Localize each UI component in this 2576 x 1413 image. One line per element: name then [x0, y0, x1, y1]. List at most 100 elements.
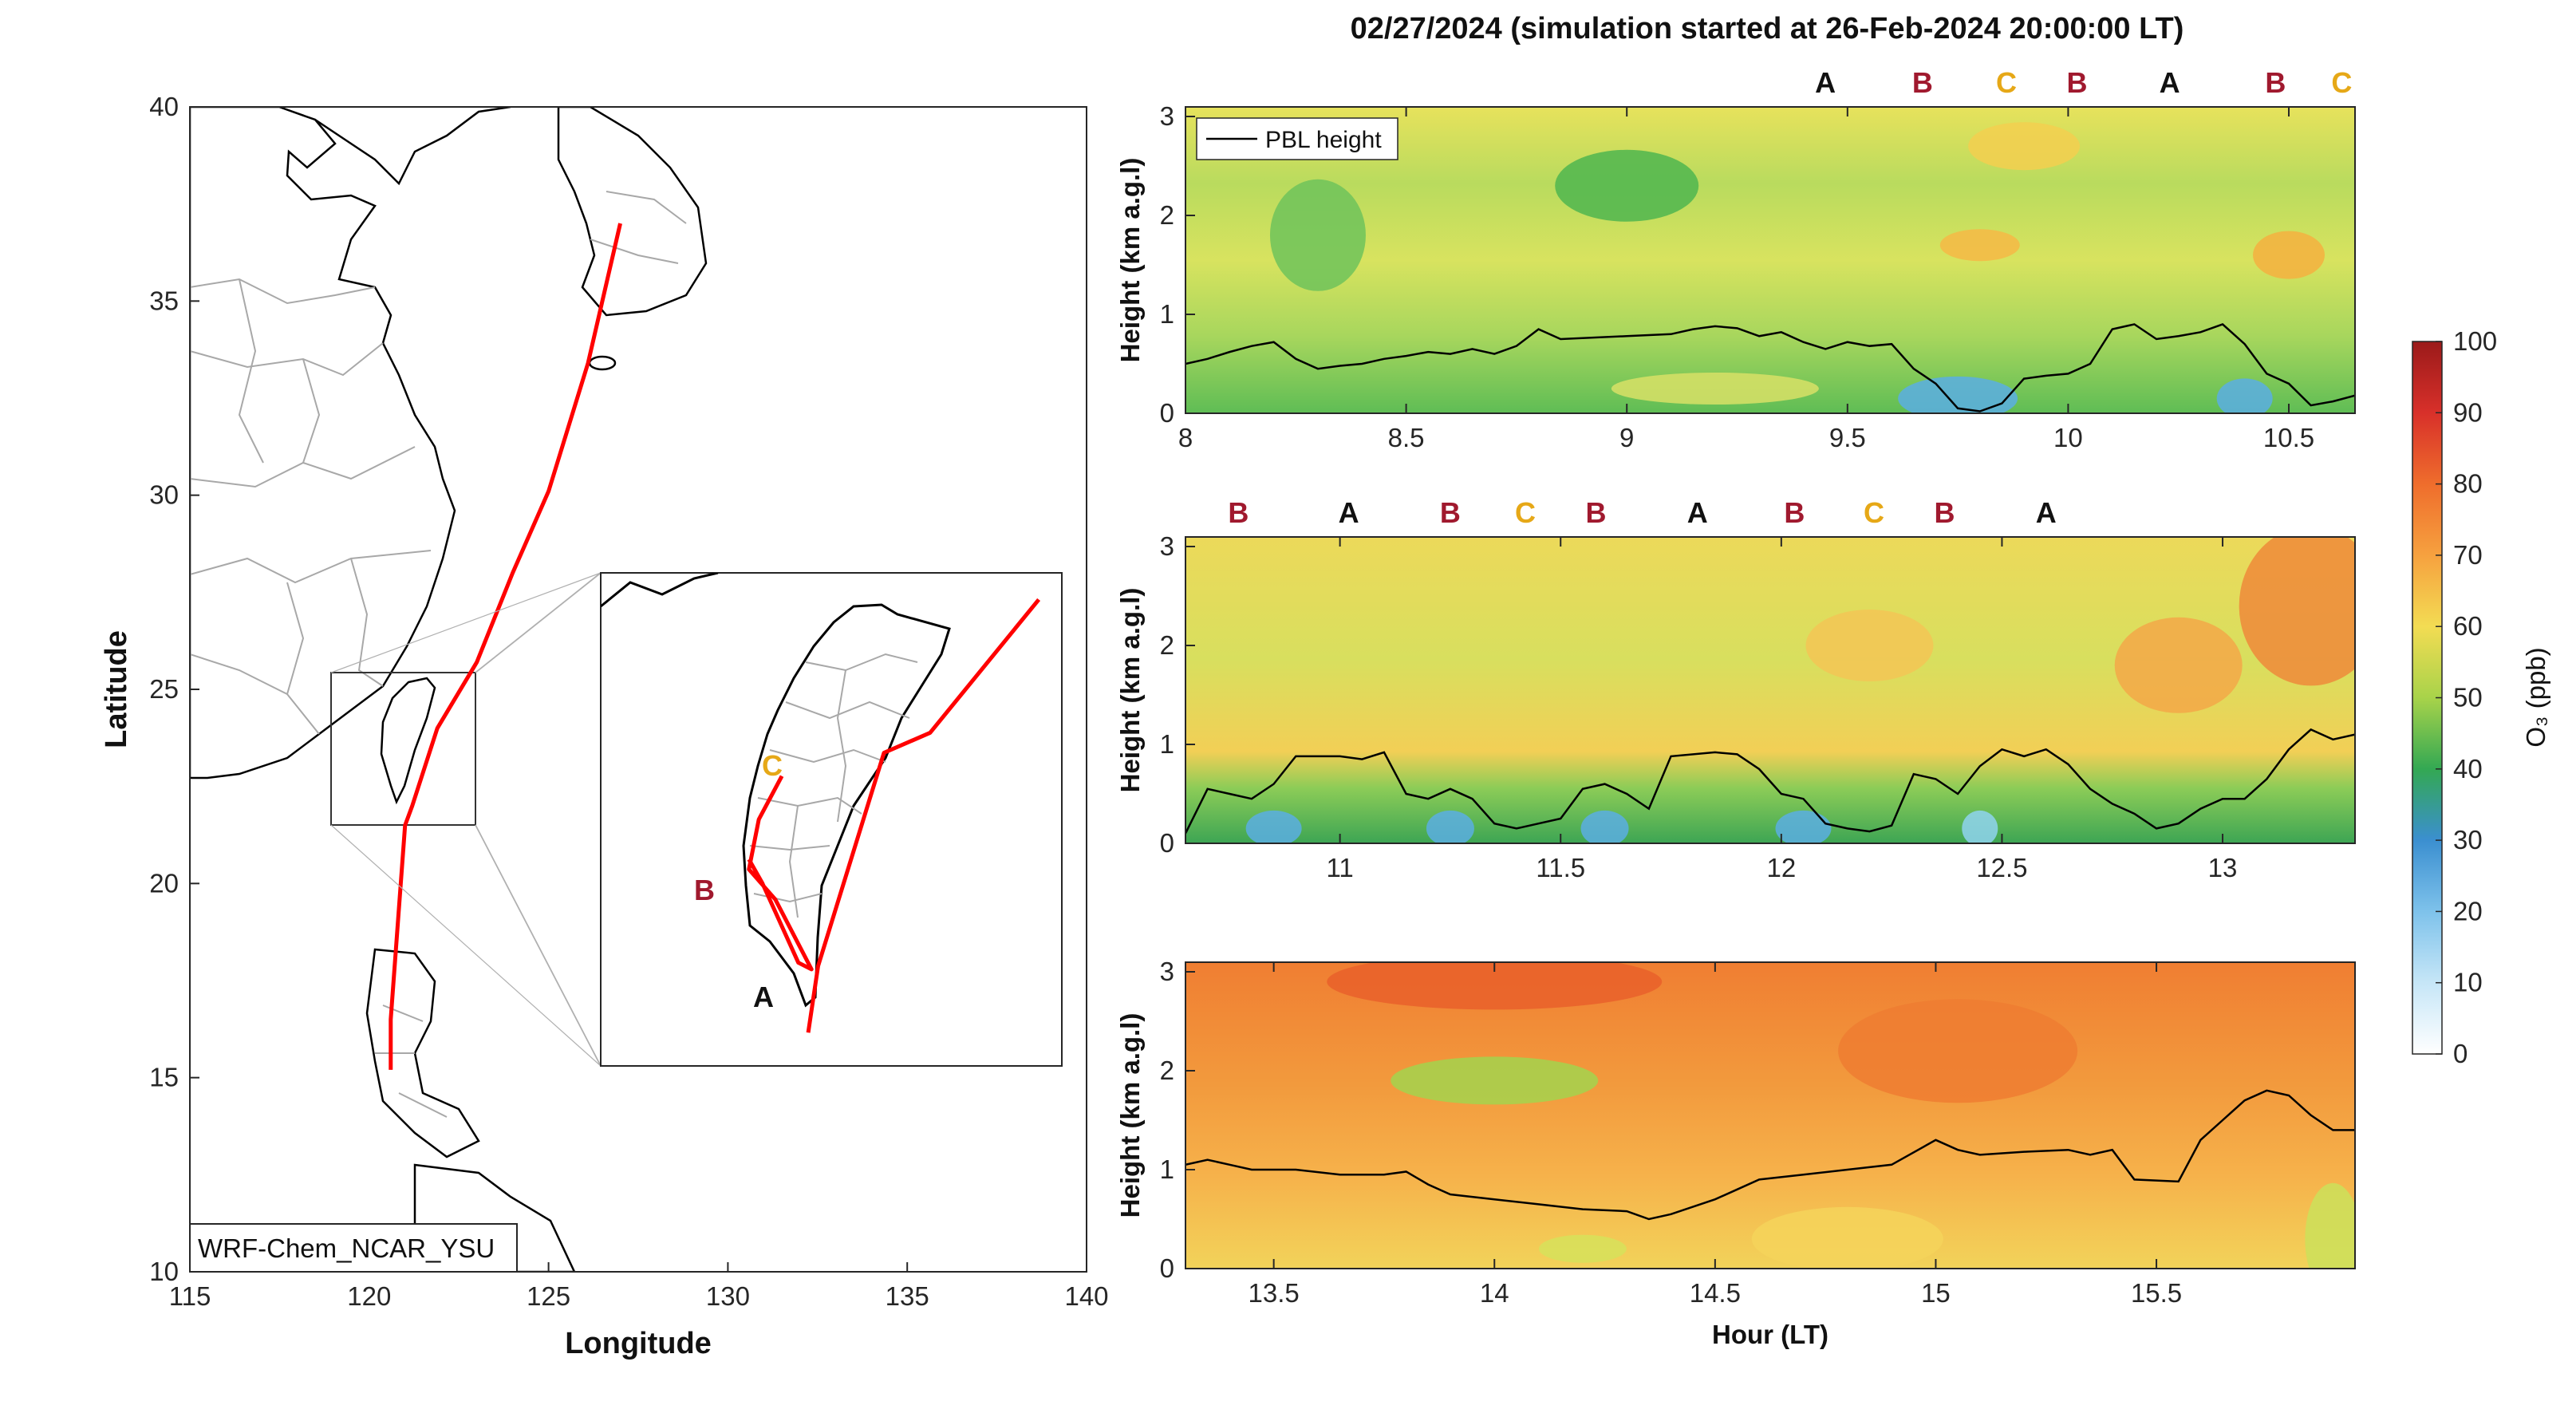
map-y-tick-label: 20 — [149, 868, 179, 898]
ozone-region — [1538, 1234, 1627, 1263]
ozone-region — [1327, 962, 1663, 1010]
mainland-china-land — [190, 107, 456, 780]
pbl-height-line-bottom — [1185, 1089, 2355, 1221]
ozone-region — [1751, 1206, 1943, 1269]
ozone-region — [1391, 1056, 1599, 1105]
ozone-region — [1939, 229, 2020, 262]
map-panel: 115 120 125 130 135 140 10 15 20 25 30 35 40 Longit… — [100, 92, 1109, 1360]
ozone-region — [1898, 376, 2018, 413]
ozone-region — [2216, 378, 2273, 413]
ozone-region — [2239, 537, 2355, 686]
y-tick-label: 3 — [1160, 957, 1174, 986]
map-x-tick-label: 130 — [706, 1281, 750, 1311]
x-tick-label: 10.5 — [2263, 423, 2314, 452]
x-tick-label: 11 — [1326, 853, 1353, 882]
site-label-b: B — [1784, 496, 1805, 529]
model-label: WRF-Chem_NCAR_YSU — [198, 1233, 495, 1263]
map-y-tick-label: 30 — [149, 480, 179, 510]
map-x-tick-label: 135 — [886, 1281, 929, 1311]
site-label-c: C — [1864, 496, 1884, 529]
y-ticks-bottom: 0 1 2 3 — [1160, 957, 1195, 1283]
x-tick-label: 14 — [1480, 1278, 1509, 1308]
ozone-region — [1611, 373, 1819, 405]
x-ticks-middle: 11 11.5 12 12.5 13 — [1326, 537, 2237, 882]
x-ticks-bottom: 13.5 14 14.5 15 15.5 — [1249, 962, 2182, 1308]
colorbar: 0 10 20 30 40 50 60 70 80 90 100 O₃ (ppb) — [2412, 326, 2550, 1068]
axes-middle — [1185, 536, 2356, 844]
taiwan-land — [380, 677, 436, 805]
colorbar-tick-label: 0 — [2453, 1039, 2468, 1068]
ozone-region — [1805, 610, 1934, 681]
figure-title: 02/27/2024 (simulation started at 26-Feb… — [1351, 12, 2184, 45]
x-tick-label: 15.5 — [2131, 1278, 2182, 1308]
o3-field-bottom — [1185, 962, 2355, 1269]
pbl-height-line-top — [1185, 322, 2355, 412]
x-tick-label: 12 — [1766, 853, 1796, 882]
axes-bottom — [1185, 961, 2356, 1269]
panel-top: 8 8.5 9 9.5 10 10.5 0 1 2 3 A B C B A B C Height (km a… — [1115, 66, 2356, 452]
legend-label: PBL height — [1265, 127, 1382, 153]
map-xlabel: Longitude — [565, 1327, 712, 1360]
x-tick-label: 8 — [1178, 423, 1193, 452]
colorbar-label: O₃ (ppb) — [2521, 647, 2550, 747]
inset-label-b: B — [694, 874, 715, 906]
inset-flight-track-inner — [747, 775, 814, 972]
y-ticks-top: 0 1 2 3 — [1160, 101, 1195, 428]
map-y-tick-label: 25 — [149, 674, 179, 704]
site-label-b: B — [1912, 66, 1933, 99]
site-label-b: B — [1585, 496, 1606, 529]
ozone-region — [2114, 617, 2243, 713]
x-tick-label: 12.5 — [1976, 853, 2027, 882]
x-tick-label: 13 — [2208, 853, 2238, 882]
inset-label-c: C — [762, 749, 783, 782]
y-tick-label: 3 — [1160, 101, 1174, 131]
inset-county-borders — [749, 653, 918, 918]
map-x-tick-label: 120 — [347, 1281, 391, 1311]
x-tick-label: 15 — [1921, 1278, 1951, 1308]
map-x-tick-label: 140 — [1064, 1281, 1108, 1311]
y-tick-label: 3 — [1160, 531, 1174, 561]
pbl-height-line-middle — [1185, 728, 2355, 835]
colorbar-tick-label: 20 — [2453, 896, 2483, 926]
colorbar-tick-label: 100 — [2453, 326, 2497, 356]
y-tick-label: 0 — [1160, 398, 1174, 428]
ozone-region — [1775, 810, 1832, 843]
ozone-region — [1555, 149, 1699, 222]
inset-connector-bot — [475, 824, 602, 1067]
site-label-b: B — [1935, 496, 1955, 529]
y-ticks-middle: 0 1 2 3 — [1160, 531, 1195, 858]
colorbar-tick-label: 70 — [2453, 540, 2483, 570]
ozone-region — [1968, 122, 2081, 171]
y-tick-label: 2 — [1160, 630, 1174, 660]
x-tick-label: 8.5 — [1388, 423, 1425, 452]
site-label-b: B — [2066, 66, 2087, 99]
site-label-b: B — [1228, 496, 1249, 529]
inset-label-a: A — [753, 981, 774, 1013]
colorbar-tick-label: 60 — [2453, 611, 2483, 641]
x-tick-label: 9.5 — [1829, 423, 1866, 452]
ozone-region — [2305, 1182, 2355, 1269]
x-tick-label: 10 — [2053, 423, 2083, 452]
map-x-tick-label: 125 — [527, 1281, 570, 1311]
y-tick-label: 0 — [1160, 1253, 1174, 1283]
map-ylabel: Latitude — [100, 630, 133, 748]
map-y-tick-label: 35 — [149, 286, 179, 315]
ozone-region — [1962, 810, 1998, 843]
colorbar-tick-label: 10 — [2453, 968, 2483, 997]
x-tick-label: 9 — [1619, 423, 1634, 452]
ozone-region — [1838, 999, 2078, 1103]
inset-flight-track-outer — [806, 598, 1041, 1033]
site-label-b: B — [1440, 496, 1461, 529]
inset-connector-top — [475, 572, 602, 673]
colorbar-tick-label: 50 — [2453, 683, 2483, 712]
y-tick-label: 1 — [1160, 1154, 1174, 1184]
ozone-region — [1580, 810, 1629, 843]
axes-top — [1185, 106, 2356, 414]
inset-china-coast — [601, 573, 719, 608]
map-x-tick-label: 115 — [169, 1281, 211, 1311]
